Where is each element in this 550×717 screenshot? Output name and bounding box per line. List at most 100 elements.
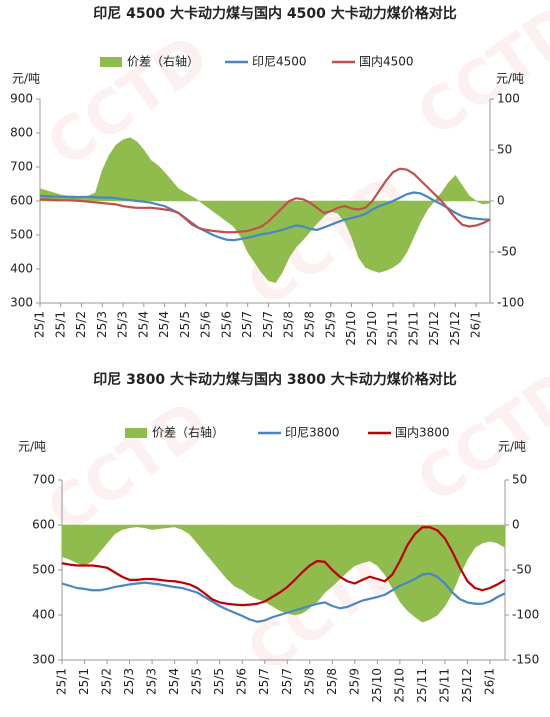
- spread-area: [350, 524, 359, 570]
- y-axis-label: 元/吨: [12, 72, 40, 86]
- y2-tick-label: 0: [512, 518, 520, 532]
- x-tick-label: 25/5: [178, 311, 192, 338]
- spread-area: [167, 175, 176, 202]
- spread-area: [202, 200, 210, 210]
- spread-area: [80, 524, 89, 566]
- spread-area: [373, 524, 382, 571]
- spread-area: [163, 524, 172, 529]
- x-tick-label: 25/11: [415, 668, 429, 703]
- spread-area: [65, 524, 74, 562]
- spread-area: [472, 197, 480, 203]
- x-tick-label: 25/10: [392, 668, 406, 703]
- spread-area: [98, 162, 107, 202]
- spread-area: [230, 200, 238, 233]
- spread-area: [458, 179, 467, 202]
- spread-area: [126, 137, 134, 202]
- watermark: CCTD: [35, 387, 222, 547]
- spread-area: [170, 524, 179, 529]
- y2-tick-label: -50: [512, 563, 532, 577]
- spread-area: [133, 139, 141, 202]
- spread-area: [237, 200, 245, 245]
- x-tick-label: 25/9: [323, 311, 337, 338]
- spread-area: [485, 524, 495, 543]
- spread-area: [147, 154, 155, 202]
- legend-swatch: [125, 428, 147, 438]
- spread-area: [410, 524, 419, 621]
- spread-area: [278, 200, 287, 279]
- x-tick-label: 25/6: [235, 668, 249, 695]
- spread-area: [486, 200, 491, 204]
- spread-area: [250, 200, 259, 269]
- x-tick-label: 25/10: [365, 311, 379, 346]
- y-tick-label: 700: [10, 160, 33, 174]
- x-tick-label: 25/7: [257, 668, 271, 695]
- y2-tick-label: -150: [512, 653, 539, 667]
- spread-area: [343, 524, 352, 577]
- legend-swatch: [100, 57, 122, 67]
- y2-tick-label: 100: [497, 92, 520, 106]
- y-axis-label: 元/吨: [18, 440, 46, 454]
- spread-area: [479, 200, 487, 205]
- y-tick-label: 300: [10, 296, 33, 310]
- spread-area: [283, 524, 292, 615]
- x-tick-label: 25/8: [302, 668, 316, 695]
- spread-area: [275, 524, 284, 613]
- price-line: [61, 526, 506, 607]
- spread-area: [433, 524, 442, 618]
- spread-area: [174, 183, 183, 202]
- spread-area: [155, 524, 164, 530]
- chart-title: 印尼 4500 大卡动力煤与国内 4500 大卡动力煤价格对比: [93, 5, 456, 22]
- x-tick-label: 25/5: [212, 668, 226, 695]
- y2-tick-label: 50: [512, 473, 527, 487]
- spread-area: [260, 524, 269, 605]
- spread-area: [87, 524, 97, 564]
- spread-area: [290, 524, 299, 616]
- y2-tick-label: 50: [497, 143, 512, 157]
- x-tick-label: 26/1: [482, 668, 496, 695]
- x-tick-label: 25/5: [190, 668, 204, 695]
- y-tick-label: 800: [10, 126, 33, 140]
- spread-area: [195, 198, 203, 205]
- spread-area: [95, 524, 104, 558]
- y-tick-label: 600: [10, 194, 33, 208]
- spread-area: [298, 524, 307, 615]
- spread-area: [423, 200, 432, 217]
- x-tick-label: 25/11: [406, 311, 420, 346]
- x-tick-label: 25/12: [460, 668, 474, 703]
- spread-area: [365, 524, 374, 564]
- spread-area: [320, 200, 328, 221]
- x-tick-label: 25/8: [282, 311, 296, 338]
- spread-area: [102, 524, 112, 549]
- spread-area: [238, 524, 247, 594]
- spread-area: [417, 200, 425, 230]
- spread-area: [208, 524, 217, 567]
- spread-area: [119, 138, 127, 202]
- spread-area: [61, 524, 67, 559]
- spread-area: [148, 524, 157, 530]
- y2-tick-label: 0: [497, 194, 505, 208]
- y-tick-label: 400: [32, 608, 55, 622]
- y-tick-label: 600: [32, 518, 55, 532]
- spread-area: [230, 524, 239, 589]
- spread-area: [463, 524, 472, 567]
- x-tick-label: 25/9: [347, 668, 361, 695]
- x-tick-label: 25/10: [370, 668, 384, 703]
- legend-label: 国内4500: [359, 55, 414, 69]
- spread-area: [185, 524, 194, 540]
- x-tick-label: 25/3: [116, 311, 130, 338]
- spread-area: [470, 524, 480, 555]
- spread-area: [72, 524, 82, 565]
- spread-area: [271, 200, 280, 283]
- y2-tick-label: -100: [497, 296, 524, 310]
- spread-area: [178, 524, 187, 533]
- spread-area: [313, 524, 322, 606]
- spread-area: [368, 200, 377, 272]
- y2-axis-label: 元/吨: [498, 440, 526, 454]
- x-tick-label: 25/7: [280, 668, 294, 695]
- x-tick-label: 25/4: [167, 668, 181, 695]
- spread-area: [440, 524, 449, 612]
- x-tick-label: 25/2: [74, 311, 88, 338]
- spread-area: [410, 200, 418, 245]
- spread-area: [223, 200, 231, 225]
